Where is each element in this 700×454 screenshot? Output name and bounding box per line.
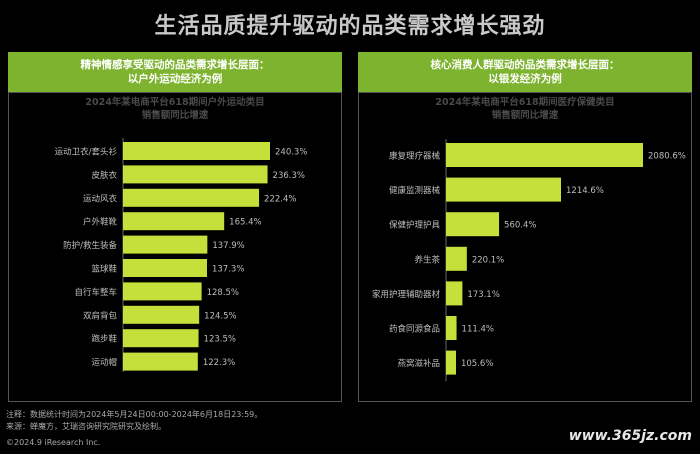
left-category-label: 跑步鞋 <box>91 334 117 345</box>
left-category-label: 户外鞋靴 <box>83 217 118 228</box>
left-category-label: 自行车整车 <box>74 287 117 298</box>
right-chart-title-line1: 2024年某电商平台618期间医疗保健类目 <box>435 97 615 108</box>
left-data-label: 137.9% <box>212 241 244 251</box>
right-data-label: 2080.6% <box>648 152 686 162</box>
left-bar <box>123 259 207 277</box>
right-bar <box>446 212 500 237</box>
left-data-label: 122.3% <box>203 358 235 368</box>
left-data-label: 128.5% <box>207 288 239 298</box>
right-chart-title-line2: 销售额同比增速 <box>491 110 559 121</box>
right-data-label: 105.6% <box>461 359 493 369</box>
right-data-label: 560.4% <box>504 221 536 231</box>
right-bar <box>446 246 467 271</box>
left-data-label: 124.5% <box>204 311 236 321</box>
left-category-label: 篮球鞋 <box>91 264 117 275</box>
right-panel-header: 核心消费人群驱动的品类需求增长层面： 以银发经济为例 <box>358 52 692 92</box>
left-data-label: 222.4% <box>264 194 296 204</box>
right-bar <box>446 350 456 375</box>
left-data-label: 137.3% <box>212 265 244 275</box>
left-header-line2: 以户外运动经济为例 <box>127 73 223 85</box>
left-category-label: 防护/救生装备 <box>63 240 117 251</box>
right-header-line2: 以银发经济为例 <box>488 73 562 85</box>
right-category-label: 康复理疗器械 <box>389 151 441 162</box>
right-chart-title: 2024年某电商平台618期间医疗保健类目 销售额同比增速 <box>358 96 692 122</box>
left-bar <box>123 142 270 160</box>
left-data-label: 240.3% <box>275 148 307 158</box>
right-category-label: 养生茶 <box>414 254 440 265</box>
left-category-label: 运动风衣 <box>83 193 118 204</box>
left-bar <box>123 212 225 231</box>
right-data-label: 1214.6% <box>566 186 604 196</box>
right-category-label: 药食同源食品 <box>389 324 440 335</box>
left-bar <box>123 165 268 184</box>
left-bar <box>123 305 200 324</box>
left-data-label: 123.5% <box>204 335 236 345</box>
left-category-label: 运动帽 <box>91 357 117 368</box>
watermark: www.365jz.com <box>568 428 692 444</box>
right-category-label: 家用护理辅助器材 <box>372 289 441 300</box>
right-header-line1: 核心消费人群驱动的品类需求增长层面： <box>430 59 620 71</box>
left-data-label: 165.4% <box>229 218 261 228</box>
left-chart-title-line1: 2024年某电商平台618期间户外运动类目 <box>85 97 265 108</box>
footnote-note: 注释：数据统计时间为2024年5月24日00:00-2024年6月18日23:5… <box>6 410 263 419</box>
right-category-label: 燕窝滋补品 <box>397 358 440 369</box>
right-data-label: 220.1% <box>472 255 504 265</box>
right-bar <box>446 316 457 340</box>
left-bar-chart: 运动卫衣/套头衫 240.3% 皮肤衣 236.3% 运动风衣 222.4% 户外鞋靴 165… <box>55 138 307 372</box>
left-category-label: 运动卫衣/套头衫 <box>55 147 118 158</box>
left-bar <box>123 329 199 348</box>
left-bar <box>123 352 198 371</box>
page-title: 生活品质提升驱动的品类需求增长强劲 <box>154 14 546 39</box>
left-chart-title: 2024年某电商平台618期间户外运动类目 销售额同比增速 <box>8 96 342 122</box>
right-category-label: 健康监测器械 <box>389 185 441 196</box>
right-bar <box>446 177 562 202</box>
right-data-label: 111.4% <box>462 325 494 335</box>
left-data-label: 236.3% <box>273 171 305 181</box>
right-data-label: 173.1% <box>467 290 499 300</box>
left-bar <box>123 235 208 254</box>
footnote-source: 来源：蝉魔方，艾瑞咨询研究院研究及绘制。 <box>6 422 166 431</box>
left-bar <box>123 188 260 207</box>
left-bar <box>123 282 202 301</box>
right-bar-chart: 康复理疗器械 2080.6% 健康监测器械 1214.6% 保健护理护具 560.4% 养生… <box>372 139 686 382</box>
right-bar <box>446 143 643 167</box>
right-category-label: 保健护理护具 <box>389 220 441 231</box>
left-category-label: 皮肤衣 <box>91 170 117 181</box>
copyright: ©2024.9 iResearch Inc. <box>6 438 101 447</box>
left-header-line1: 精神情感享受驱动的品类需求增长层面： <box>80 59 270 71</box>
right-bar <box>446 281 463 306</box>
left-category-label: 双肩背包 <box>83 310 118 321</box>
left-chart-title-line2: 销售额同比增速 <box>141 110 209 121</box>
left-panel-header: 精神情感享受驱动的品类需求增长层面： 以户外运动经济为例 <box>8 52 342 92</box>
